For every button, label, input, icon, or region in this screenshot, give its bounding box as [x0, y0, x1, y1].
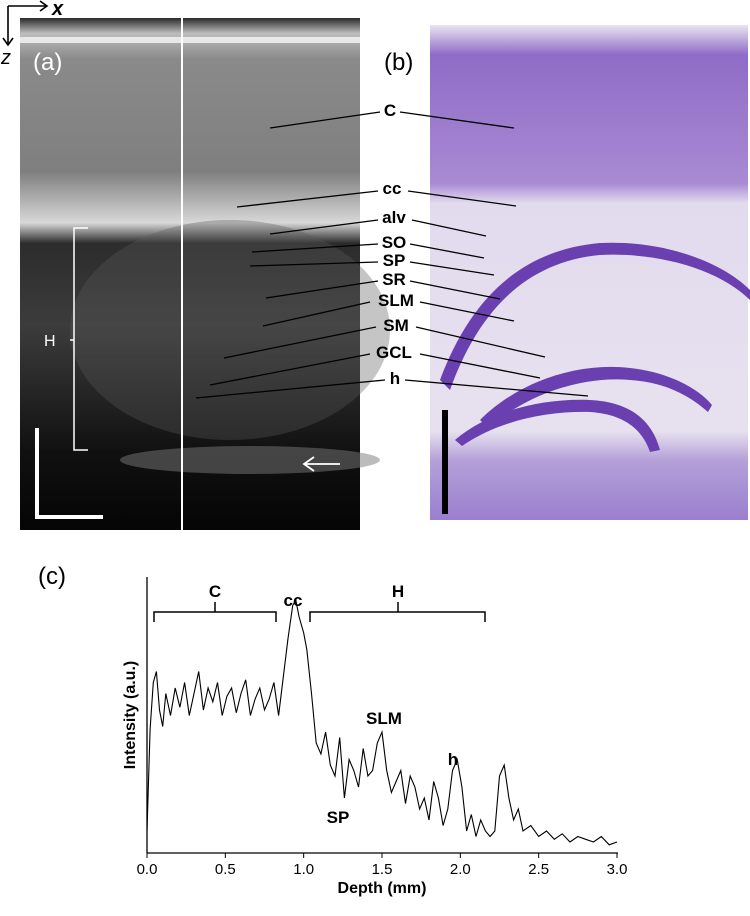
oct-panel: H (a)	[20, 18, 390, 530]
label-C: C	[384, 101, 396, 120]
hippocampus-region	[70, 220, 390, 440]
leader-SO-left	[251, 243, 379, 253]
leader-SLM-right	[419, 301, 515, 322]
panel-label-c: (c)	[38, 563, 66, 590]
x-tick-label: 1.0	[293, 861, 314, 878]
profile-chart: (c) 0.0 0.5 1.0 1.5 2.0 2.5 3.0 Depth (mm) Int…	[38, 563, 627, 897]
axis-arrows-icon	[2, 0, 49, 47]
bracket-H	[309, 602, 486, 622]
leader-h-left	[195, 379, 386, 399]
leader-SP-right	[409, 261, 495, 276]
series-line	[146, 598, 618, 846]
annotation-h: h	[448, 750, 458, 769]
x-tick-label: 2.0	[450, 861, 471, 878]
leader-SP-left	[249, 261, 379, 267]
layer-annotations: C cc alv SO SP SR SLM SM GCL h	[195, 101, 589, 399]
annotation-SLM: SLM	[366, 709, 402, 728]
leader-C-right	[399, 111, 515, 129]
label-SLM: SLM	[378, 291, 414, 310]
leader-alv-left	[269, 219, 379, 235]
arrow-icon	[302, 456, 340, 472]
h-bracket	[70, 227, 88, 451]
leader-SR-right	[409, 280, 501, 300]
x-axis-label: Depth (mm)	[338, 880, 427, 897]
label-SO: SO	[382, 233, 407, 252]
annotation-cc: cc	[284, 591, 303, 610]
x-tick-label: 3.0	[607, 861, 628, 878]
leader-cc-right	[407, 190, 517, 207]
leader-GCL-right	[419, 353, 541, 379]
label-alv: alv	[382, 208, 406, 227]
axis-z-label: z	[0, 47, 11, 69]
oct-image	[20, 18, 360, 530]
leader-alv-right	[411, 219, 487, 237]
panel-label-b: (b)	[384, 49, 413, 76]
leader-SM-right	[415, 326, 546, 358]
x-tick-label: 1.5	[372, 861, 393, 878]
stratum-pyramidale-band	[440, 242, 750, 390]
bracket-C	[153, 602, 277, 622]
granule-cell-layer-upper	[480, 366, 712, 428]
histology-image	[430, 25, 748, 520]
label-GCL: GCL	[376, 343, 412, 362]
annotation-SP: SP	[327, 808, 350, 827]
leader-cc-left	[236, 190, 379, 208]
label-SR: SR	[382, 270, 406, 289]
y-axis-label: Intensity (a.u.)	[122, 661, 139, 769]
label-h: h	[390, 369, 400, 388]
x-tick-label: 2.5	[528, 861, 549, 878]
x-tick-label: 0.0	[137, 861, 158, 878]
granule-cell-layer-lower	[455, 399, 660, 452]
leader-C-left	[269, 111, 381, 129]
x-tick-label: 0.5	[215, 861, 236, 878]
panel-label-a: (a)	[33, 49, 62, 76]
histology-panel: (b)	[384, 25, 750, 520]
h-bracket-label: H	[44, 333, 56, 350]
axis-indicator: x z	[0, 0, 64, 69]
leader-SM-left	[223, 326, 377, 359]
leader-SR-left	[265, 280, 379, 299]
label-cc: cc	[383, 179, 402, 198]
leader-h-right	[404, 379, 589, 397]
label-SP: SP	[383, 251, 406, 270]
axis-x-label: x	[51, 0, 64, 20]
histology-scale-bar	[442, 410, 448, 514]
annotation-H: H	[392, 582, 404, 601]
oct-scale-bar	[35, 428, 103, 519]
x-ticks: 0.0 0.5 1.0 1.5 2.0 2.5 3.0	[137, 853, 628, 878]
leader-SLM-left	[262, 301, 371, 327]
leader-GCL-left	[209, 353, 371, 386]
oct-surface-line	[20, 37, 360, 43]
annotation-C: C	[209, 582, 221, 601]
lower-bright-band	[120, 446, 380, 474]
leader-SO-right	[409, 243, 485, 259]
label-SM: SM	[383, 316, 409, 335]
